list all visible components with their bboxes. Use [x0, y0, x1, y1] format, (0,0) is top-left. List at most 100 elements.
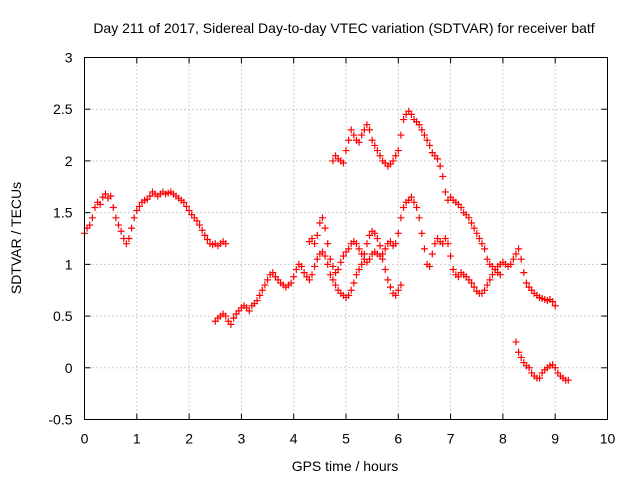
data-point — [269, 269, 277, 277]
data-point — [88, 214, 96, 222]
data-point — [245, 307, 253, 315]
data-point — [227, 320, 235, 328]
data-point — [358, 260, 366, 268]
data-point — [389, 157, 397, 165]
data-point — [426, 262, 434, 270]
data-points — [81, 107, 572, 384]
data-point — [468, 279, 476, 287]
data-point — [352, 271, 360, 279]
x-tick-label: 5 — [342, 431, 350, 447]
data-point — [345, 136, 353, 144]
data-point — [394, 147, 402, 155]
data-point — [222, 312, 230, 320]
data-point — [363, 121, 371, 129]
data-point — [230, 314, 238, 322]
x-tick-label: 6 — [394, 431, 402, 447]
data-point — [350, 131, 358, 139]
data-point — [394, 229, 402, 237]
data-point — [337, 258, 345, 266]
y-axis-label: SDTVAR / TECUs — [8, 182, 24, 294]
data-point — [449, 266, 457, 274]
data-point — [386, 238, 394, 246]
data-point — [366, 231, 374, 239]
data-point — [366, 126, 374, 134]
data-point — [475, 235, 483, 242]
data-point — [112, 214, 120, 222]
data-point — [483, 255, 491, 263]
data-point — [522, 279, 530, 287]
data-point — [339, 159, 347, 167]
data-point — [355, 266, 363, 274]
data-point — [517, 255, 525, 263]
data-point — [253, 297, 261, 305]
data-point — [107, 192, 115, 200]
data-point — [423, 136, 431, 144]
data-point — [397, 281, 405, 289]
data-point — [420, 131, 428, 139]
data-point — [431, 240, 439, 248]
data-point — [313, 231, 321, 239]
data-point — [203, 236, 211, 244]
data-point — [384, 276, 392, 284]
data-point — [371, 229, 379, 237]
plot-frame — [84, 57, 608, 420]
data-point — [457, 203, 465, 211]
data-point — [363, 240, 371, 248]
data-point — [117, 227, 125, 235]
data-point — [185, 207, 193, 215]
data-point — [258, 286, 266, 294]
data-point — [481, 286, 489, 294]
data-point — [180, 198, 188, 206]
data-point — [342, 147, 350, 155]
data-point — [517, 353, 525, 361]
data-point — [358, 250, 366, 258]
data-point — [512, 338, 520, 346]
data-point — [392, 152, 400, 160]
data-point — [426, 141, 434, 149]
data-point — [193, 217, 201, 225]
data-point — [410, 198, 418, 206]
x-tick-label: 10 — [600, 431, 616, 447]
data-point — [400, 203, 408, 211]
y-tick-label: 2.5 — [53, 101, 73, 117]
data-point — [564, 376, 572, 384]
data-point — [415, 214, 423, 222]
data-point — [101, 190, 109, 198]
data-point — [397, 214, 405, 222]
data-point — [352, 240, 360, 248]
data-point — [436, 162, 444, 170]
data-point — [441, 188, 449, 196]
data-point — [447, 252, 455, 260]
data-point — [324, 240, 332, 248]
x-tick-label: 8 — [499, 431, 507, 447]
data-point — [483, 281, 491, 289]
data-point — [468, 219, 476, 227]
x-tick-label: 7 — [447, 431, 455, 447]
data-point — [376, 152, 384, 160]
data-point — [345, 291, 353, 299]
data-point — [551, 364, 559, 372]
data-point — [515, 348, 523, 356]
data-point — [415, 121, 423, 129]
y-tick-label: 1 — [65, 256, 73, 272]
data-point — [392, 291, 400, 299]
x-tick-label: 1 — [133, 431, 141, 447]
series-sat-track-2 — [211, 227, 405, 328]
data-point — [345, 245, 353, 253]
data-point — [515, 245, 523, 253]
x-tick-label: 4 — [290, 431, 298, 447]
data-point — [397, 131, 405, 139]
data-point — [473, 229, 481, 237]
data-point — [96, 200, 104, 208]
data-point — [520, 269, 528, 277]
data-point — [146, 192, 154, 200]
data-point — [366, 255, 374, 263]
data-point — [311, 240, 319, 248]
data-point — [381, 245, 389, 253]
data-point — [381, 266, 389, 274]
data-point — [394, 286, 402, 294]
series-sat-track-1 — [81, 188, 230, 250]
data-point — [392, 240, 400, 248]
data-point — [379, 250, 387, 258]
data-point — [386, 283, 394, 291]
